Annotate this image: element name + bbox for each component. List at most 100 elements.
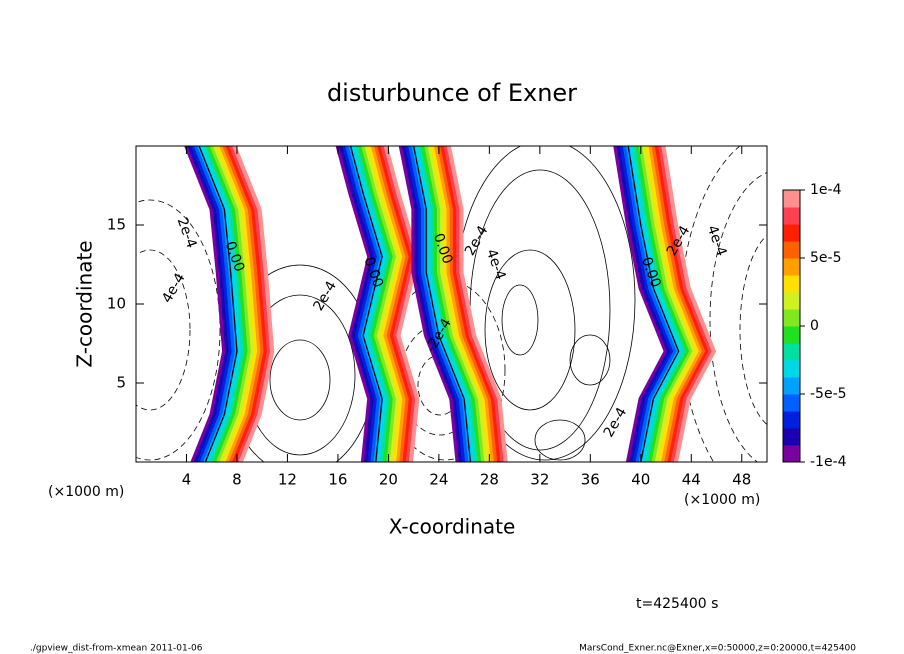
filled-contour-band [414, 146, 476, 462]
x-tick-label: 4 [182, 471, 192, 489]
colorbar-tick-label: 1e-4 [810, 182, 842, 198]
filled-contour-band [635, 146, 691, 462]
contour-field [136, 146, 767, 462]
colorbar-segment [783, 394, 800, 412]
filled-contour-band [645, 146, 701, 462]
x-tick-label: 48 [732, 471, 751, 489]
filled-contour-band [632, 146, 688, 462]
colorbar-segment [783, 343, 800, 361]
filled-contour-band [377, 146, 414, 462]
footer-right: MarsCond_Exner.nc@Exner,x=0:50000,z=0:20… [579, 644, 856, 654]
contour-label: 4e-4 [483, 247, 509, 282]
filled-contour-band [424, 146, 486, 462]
filled-contour-band [380, 146, 417, 462]
filled-contour-band [213, 146, 256, 462]
x-unit-label: (×1000 m) [48, 484, 124, 500]
filled-contour-band [219, 146, 262, 462]
filled-contour-band [232, 146, 275, 462]
zero-contour [349, 146, 383, 462]
contour-label: 4e-4 [704, 223, 730, 258]
colorbar-segment [783, 326, 800, 344]
x-tick-label: 24 [429, 471, 448, 489]
filled-contour-band [437, 146, 499, 462]
colorbar-segment [783, 428, 800, 446]
colorbar-segment [783, 207, 800, 225]
filled-contour-band [616, 146, 672, 462]
filled-contour-band [401, 146, 463, 462]
filled-contour-band [642, 146, 697, 462]
filled-contour-band [361, 146, 398, 462]
filled-contour-band [354, 146, 391, 462]
zero-contour [627, 146, 680, 462]
filled-contour-band [430, 146, 492, 462]
filled-contour-band [440, 146, 502, 462]
colorbar-tick-label: -1e-4 [810, 454, 847, 470]
filled-contour-band [654, 146, 710, 462]
colorbar-tick-label: -5e-5 [810, 386, 847, 402]
filled-contour-band [351, 146, 388, 462]
filled-contour-band [638, 146, 694, 462]
filled-contour-band [651, 146, 707, 462]
contour-label: 2e-4 [601, 405, 631, 440]
colorbar-segment [783, 309, 800, 327]
filled-contour-band [383, 146, 420, 462]
colorbar-tick-label: 0 [810, 318, 819, 334]
zero-contour [198, 146, 238, 462]
x-tick-label: 44 [682, 471, 701, 489]
contour-label: 2e-4 [311, 278, 341, 313]
filled-contour-band [203, 146, 246, 462]
colorbar-segment [783, 292, 800, 310]
y-tick-label: 10 [107, 295, 126, 313]
filled-contour-band [661, 146, 717, 462]
filled-contour-band [622, 146, 678, 462]
colorbar-segment [783, 275, 800, 293]
colorbar-segment [783, 258, 800, 276]
filled-contour-band [629, 146, 685, 462]
colorbar-tick-label: 5e-5 [810, 250, 841, 266]
filled-contour-band [345, 146, 382, 462]
y-tick-label: 15 [107, 216, 126, 234]
filled-contour-band [184, 146, 227, 462]
filled-contour-band [358, 146, 394, 462]
filled-contour-band [421, 146, 483, 462]
x-tick-label: 16 [328, 471, 347, 489]
filled-contour-band [216, 146, 259, 462]
footer-left: ./gpview_dist-from-xmean 2011-01-06 [30, 644, 203, 654]
filled-contour-band [187, 146, 230, 462]
x-tick-label: 8 [232, 471, 242, 489]
filled-contour-band [342, 146, 378, 462]
colorbar-segment [783, 445, 800, 463]
filled-contour-band [193, 146, 236, 462]
colorbar-segment [783, 190, 800, 208]
filled-contour-band [338, 146, 375, 462]
filled-contour-band [367, 146, 404, 462]
filled-contour-band [190, 146, 233, 462]
filled-contour-band [200, 146, 243, 462]
colorbar-segment [783, 241, 800, 259]
zero-contour [413, 146, 472, 462]
colorbar-segment [783, 224, 800, 242]
filled-contour-band [206, 146, 249, 462]
filled-contour-band [335, 146, 372, 462]
x-axis-label: X-coordinate [389, 515, 516, 539]
filled-contour-band [613, 146, 669, 462]
x-tick-label: 20 [379, 471, 398, 489]
x-tick-label: 40 [631, 471, 650, 489]
filled-contour-band [443, 146, 505, 462]
colorbar-segment [783, 411, 800, 429]
filled-contour-band [374, 146, 410, 462]
filled-contour-band [648, 146, 704, 462]
filled-contour-band [225, 146, 268, 462]
x-unit-label: (×1000 m) [684, 492, 760, 508]
y-tick-label: 5 [116, 374, 126, 392]
filled-contour-band [433, 146, 495, 462]
filled-contour-band [408, 146, 470, 462]
filled-contour-band [229, 146, 272, 462]
contour-label: 2e-4 [174, 215, 200, 250]
filled-contour-band [370, 146, 407, 462]
x-tick-label: 12 [278, 471, 297, 489]
colorbar-segment [783, 360, 800, 378]
filled-contour-band [417, 146, 479, 462]
